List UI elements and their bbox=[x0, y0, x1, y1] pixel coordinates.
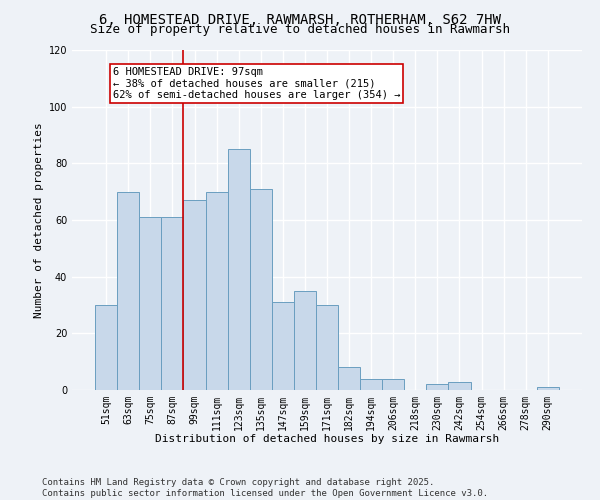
Bar bbox=[227, 149, 250, 390]
Bar bbox=[184, 200, 206, 390]
X-axis label: Distribution of detached houses by size in Rawmarsh: Distribution of detached houses by size … bbox=[155, 434, 499, 444]
Text: 6 HOMESTEAD DRIVE: 97sqm
← 38% of detached houses are smaller (215)
62% of semi-: 6 HOMESTEAD DRIVE: 97sqm ← 38% of detach… bbox=[113, 67, 400, 100]
Text: 6, HOMESTEAD DRIVE, RAWMARSH, ROTHERHAM, S62 7HW: 6, HOMESTEAD DRIVE, RAWMARSH, ROTHERHAM,… bbox=[99, 12, 501, 26]
Bar bbox=[95, 305, 117, 390]
Bar bbox=[161, 217, 184, 390]
Bar bbox=[338, 368, 360, 390]
Y-axis label: Number of detached properties: Number of detached properties bbox=[34, 122, 44, 318]
Text: Size of property relative to detached houses in Rawmarsh: Size of property relative to detached ho… bbox=[90, 22, 510, 36]
Bar bbox=[117, 192, 139, 390]
Text: Contains HM Land Registry data © Crown copyright and database right 2025.
Contai: Contains HM Land Registry data © Crown c… bbox=[42, 478, 488, 498]
Bar bbox=[382, 378, 404, 390]
Bar bbox=[272, 302, 294, 390]
Bar bbox=[250, 189, 272, 390]
Bar bbox=[427, 384, 448, 390]
Bar bbox=[139, 217, 161, 390]
Bar bbox=[294, 291, 316, 390]
Bar bbox=[206, 192, 227, 390]
Bar bbox=[537, 387, 559, 390]
Bar bbox=[448, 382, 470, 390]
Bar bbox=[316, 305, 338, 390]
Bar bbox=[360, 378, 382, 390]
